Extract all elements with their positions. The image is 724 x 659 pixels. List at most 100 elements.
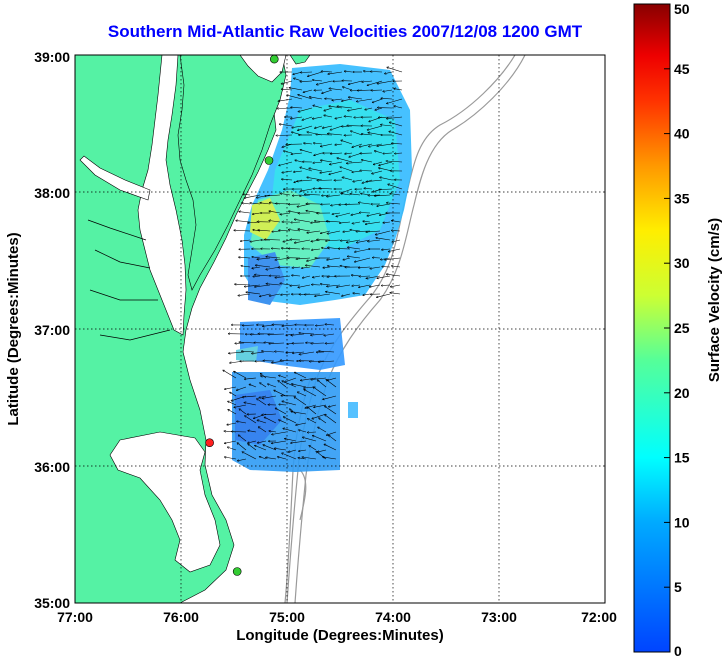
- velocity-vector: [323, 457, 337, 460]
- velocity-vector: [260, 293, 271, 296]
- velocity-vector: [375, 107, 383, 110]
- colorbar-tick-label: 10: [674, 514, 690, 530]
- velocity-vector: [249, 384, 257, 388]
- velocity-vector: [326, 240, 341, 241]
- velocity-vector: [278, 381, 287, 388]
- velocity-vector: [359, 143, 373, 147]
- velocity-vector: [282, 453, 297, 460]
- x-axis-label: Longitude (Degrees:Minutes): [236, 627, 444, 644]
- velocity-vector: [285, 377, 297, 382]
- velocity-vector: [307, 407, 317, 415]
- velocity-vector: [357, 98, 373, 102]
- velocity-vector: [269, 343, 285, 344]
- velocity-vector: [250, 239, 261, 242]
- velocity-vector: [243, 194, 251, 195]
- velocity-vector: [313, 436, 327, 442]
- velocity-vector: [324, 444, 337, 451]
- velocity-vector: [300, 150, 313, 154]
- velocity-vector: [307, 230, 321, 233]
- velocity-vector: [308, 419, 317, 424]
- velocity-vector: [241, 266, 251, 268]
- velocity-vector: [266, 457, 277, 460]
- velocity-vector: [347, 256, 361, 259]
- velocity-vector: [321, 230, 331, 233]
- velocity-vector: [328, 134, 343, 136]
- velocity-vector: [301, 72, 313, 73]
- velocity-vector: [330, 153, 343, 154]
- velocity-vector: [340, 240, 351, 241]
- velocity-vector: [239, 435, 247, 442]
- velocity-vector: [307, 257, 321, 261]
- velocity-vector: [291, 333, 305, 335]
- velocity-vector: [366, 275, 381, 278]
- velocity-vector: [294, 397, 307, 406]
- velocity-vector: [259, 395, 267, 398]
- colorbar-tick-label: 30: [674, 255, 690, 271]
- velocity-vector: [344, 116, 353, 117]
- station-marker: [269, 54, 279, 64]
- velocity-vector: [239, 257, 251, 258]
- colorbar-label: Surface Velocity (cm/s): [706, 218, 723, 382]
- velocity-vector: [303, 89, 313, 92]
- velocity-vector: [359, 276, 371, 277]
- velocity-vector: [272, 431, 287, 435]
- velocity-vector: [327, 257, 341, 260]
- velocity-vector: [335, 144, 343, 145]
- velocity-vector: [269, 211, 281, 214]
- colorbar-tick-label: 50: [674, 1, 690, 17]
- lon-tick: 75:00: [269, 609, 305, 625]
- velocity-vector: [276, 204, 291, 205]
- velocity-vector: [293, 351, 305, 353]
- velocity-vector: [283, 239, 291, 242]
- velocity-vector: [279, 161, 293, 166]
- velocity-vector: [392, 239, 401, 242]
- velocity-vector: [344, 71, 353, 72]
- velocity-vector: [341, 140, 353, 145]
- velocity-vector: [388, 184, 403, 190]
- lat-tick: 39:00: [34, 49, 70, 65]
- velocity-vector: [314, 143, 323, 144]
- velocity-vector: [323, 395, 337, 399]
- velocity-vector: [331, 203, 341, 206]
- velocity-vector: [329, 170, 343, 174]
- velocity-vector: [348, 107, 363, 111]
- velocity-vector: [275, 275, 291, 278]
- velocity-vector: [315, 293, 331, 296]
- velocity-vector: [264, 417, 277, 424]
- velocity-vector: [306, 265, 321, 268]
- velocity-vector: [281, 80, 293, 84]
- velocity-vector: [280, 212, 291, 214]
- velocity-vector: [327, 221, 341, 222]
- y-axis-label: Latitude (Degrees:Minutes): [5, 232, 22, 425]
- velocity-vector: [285, 439, 297, 442]
- colorbar-tick-label: 35: [674, 190, 690, 206]
- colorbar-tick-label: 45: [674, 61, 690, 77]
- velocity-vector: [341, 194, 351, 196]
- velocity-vector: [377, 80, 393, 84]
- velocity-vector: [342, 98, 353, 101]
- velocity-vector: [266, 257, 281, 259]
- velocity-vector: [309, 168, 323, 172]
- velocity-vector: [293, 195, 301, 196]
- colorbar-tick-label: 15: [674, 450, 690, 466]
- velocity-field: [232, 64, 412, 472]
- velocity-vector: [282, 381, 297, 388]
- velocity-vector: [314, 404, 327, 407]
- lat-tick: 35:00: [34, 595, 70, 611]
- velocity-vector: [246, 292, 261, 295]
- velocity-vector: [313, 162, 323, 163]
- velocity-vector: [275, 448, 287, 451]
- velocity-vector: [259, 457, 267, 460]
- water-potomac: [79, 155, 151, 201]
- velocity-vector: [385, 71, 393, 74]
- velocity-vector: [377, 275, 391, 278]
- velocity-vector: [305, 294, 321, 295]
- velocity-vector: [321, 143, 333, 146]
- velocity-vector: [302, 116, 313, 120]
- velocity-vector: [262, 414, 277, 415]
- velocity-vector: [392, 266, 401, 267]
- velocity-vector: [337, 158, 353, 163]
- velocity-vector: [326, 380, 337, 388]
- velocity-vector: [379, 161, 393, 165]
